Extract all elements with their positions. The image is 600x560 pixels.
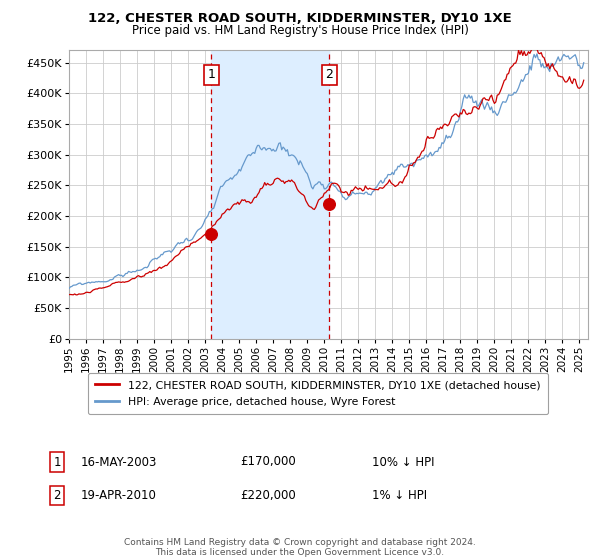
- Text: 10% ↓ HPI: 10% ↓ HPI: [372, 455, 434, 469]
- Text: 2: 2: [53, 489, 61, 502]
- Point: [325, 199, 334, 208]
- Text: 1: 1: [208, 68, 215, 81]
- Text: 16-MAY-2003: 16-MAY-2003: [81, 455, 157, 469]
- Text: £170,000: £170,000: [240, 455, 296, 469]
- Text: Contains HM Land Registry data © Crown copyright and database right 2024.
This d: Contains HM Land Registry data © Crown c…: [124, 538, 476, 557]
- Text: £220,000: £220,000: [240, 489, 296, 502]
- Point: [206, 230, 216, 239]
- Legend: 122, CHESTER ROAD SOUTH, KIDDERMINSTER, DY10 1XE (detached house), HPI: Average : 122, CHESTER ROAD SOUTH, KIDDERMINSTER, …: [88, 372, 548, 414]
- Bar: [211, 50, 329, 339]
- Text: 122, CHESTER ROAD SOUTH, KIDDERMINSTER, DY10 1XE: 122, CHESTER ROAD SOUTH, KIDDERMINSTER, …: [88, 12, 512, 25]
- Text: Price paid vs. HM Land Registry's House Price Index (HPI): Price paid vs. HM Land Registry's House …: [131, 24, 469, 36]
- Text: 2: 2: [325, 68, 333, 81]
- Text: 1: 1: [53, 455, 61, 469]
- Text: 1% ↓ HPI: 1% ↓ HPI: [372, 489, 427, 502]
- Text: 19-APR-2010: 19-APR-2010: [81, 489, 157, 502]
